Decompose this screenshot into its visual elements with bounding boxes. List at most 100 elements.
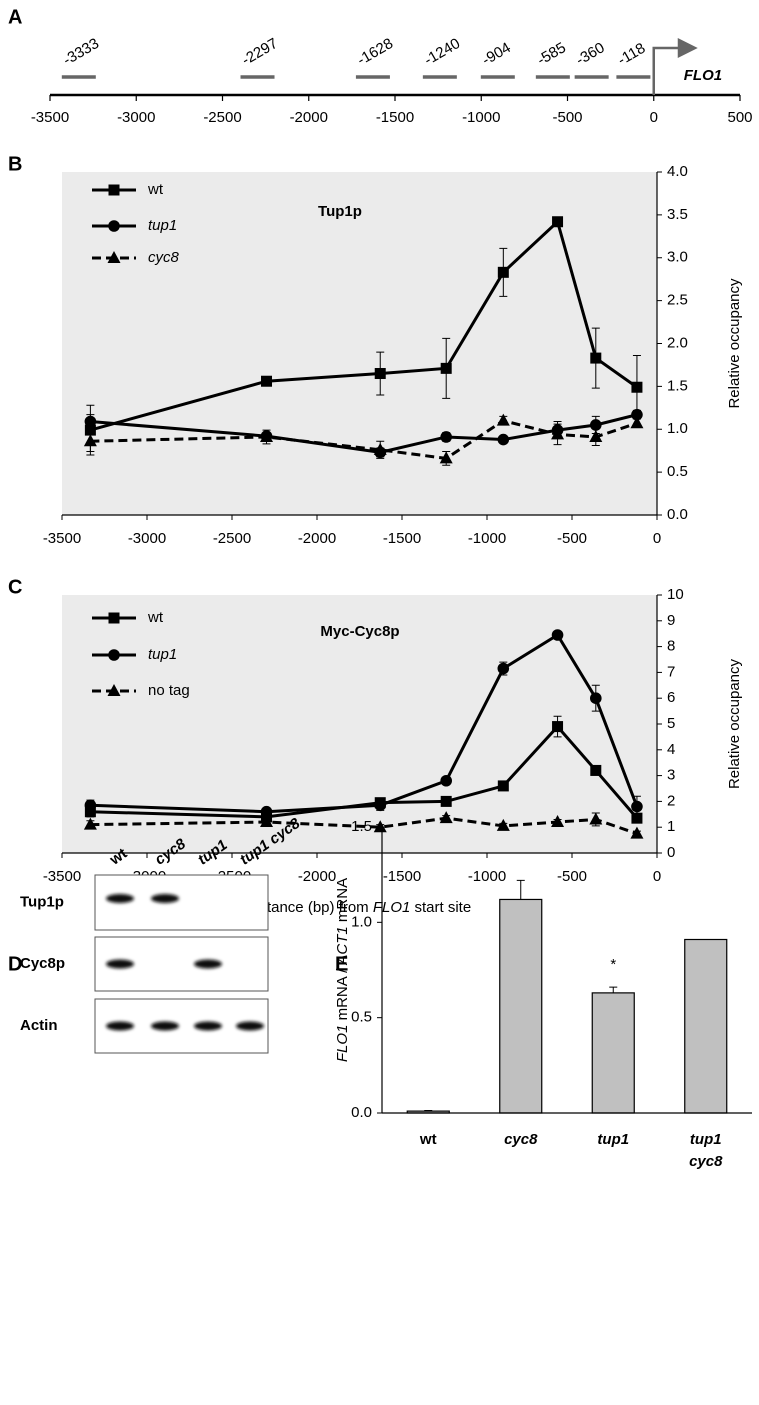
x-tick-label: -3500 — [31, 109, 69, 126]
x-tick-label: -500 — [557, 868, 587, 885]
y-tick-label: 0 — [667, 844, 675, 861]
site-label: -118 — [615, 40, 649, 69]
site-label: -1628 — [354, 35, 396, 69]
x-tick-label: 500 — [727, 109, 752, 126]
x-tick-label: -2500 — [213, 530, 251, 547]
marker — [496, 413, 510, 426]
x-tick-label: 0 — [653, 868, 661, 885]
y-tick-label: 5 — [667, 715, 675, 732]
y-tick-label: 4 — [667, 741, 675, 758]
legend-marker — [107, 251, 121, 263]
series-line — [89, 218, 638, 432]
marker — [497, 662, 510, 675]
series-line — [90, 816, 638, 836]
y-tick-label: 2.5 — [667, 292, 688, 309]
x-tick-label: -2000 — [298, 868, 336, 885]
marker — [260, 815, 274, 828]
label-part: mRNA / — [334, 965, 351, 1025]
legend-label: wt — [147, 181, 164, 198]
y-tick-label: 10 — [667, 586, 684, 603]
marker — [84, 799, 97, 812]
marker — [630, 416, 644, 429]
error-bar — [516, 879, 525, 900]
panel-label: C — [8, 576, 22, 598]
gene-label: FLO1 — [684, 67, 722, 84]
blot-band — [151, 894, 179, 903]
blot-band — [106, 894, 134, 903]
label-part: ACT1 — [334, 926, 351, 965]
marker — [631, 408, 643, 421]
error-bar — [609, 986, 618, 993]
marker — [590, 692, 602, 704]
blot-band — [106, 1021, 134, 1031]
x-tick-label: -3000 — [117, 109, 155, 126]
y-tick-label: 1.5 — [351, 818, 372, 835]
label-part: distance (bp) from — [248, 899, 373, 916]
x-tick-label: -2500 — [203, 109, 241, 126]
marker — [260, 805, 273, 818]
y-tick-label: 2.0 — [667, 334, 688, 351]
x-axis-label: distance (bp) from FLO1 start site — [248, 899, 471, 916]
x-tick-label: -2000 — [290, 109, 328, 126]
x-tick-label: tup1 — [690, 1131, 722, 1148]
blot-band — [151, 1021, 179, 1031]
series-line — [90, 724, 639, 820]
bar — [499, 898, 543, 1114]
y-tick-label: 8 — [667, 638, 675, 655]
y-tick-label: 3.5 — [667, 206, 688, 223]
marker — [84, 424, 96, 436]
label-part: FLO1 — [334, 1025, 351, 1063]
tss-arrow — [652, 46, 680, 95]
label-part: start site — [410, 899, 471, 916]
y-tick-label: 2 — [667, 792, 675, 809]
marker — [551, 629, 564, 641]
marker — [84, 806, 96, 818]
blot-band — [194, 1021, 222, 1031]
marker — [439, 451, 453, 464]
site-label: -904 — [479, 39, 514, 69]
marker — [260, 429, 274, 442]
x-tick-label: -1000 — [468, 868, 506, 885]
x-tick-label: -1000 — [468, 530, 506, 547]
marker — [590, 764, 602, 776]
marker — [590, 352, 602, 364]
error-bar — [424, 1110, 433, 1112]
x-tick-label: -1500 — [383, 530, 421, 547]
marker — [373, 442, 387, 455]
site-label: -3333 — [60, 35, 102, 69]
blot-row-label: Tup1p — [20, 893, 64, 910]
x-tick-label: 0 — [653, 530, 661, 547]
y-tick-label: 0.5 — [351, 1009, 372, 1026]
x-tick-label: wt — [419, 1131, 437, 1148]
panel-label: A — [8, 6, 22, 28]
bar — [684, 938, 728, 1114]
marker — [439, 811, 453, 824]
marker — [497, 780, 509, 792]
tss-arrowhead — [677, 38, 698, 58]
label-part: mRNA — [334, 878, 351, 926]
blot-band — [194, 959, 222, 969]
x-tick-label: -500 — [552, 109, 582, 126]
plot-area — [62, 172, 657, 515]
marker — [84, 415, 97, 428]
marker — [589, 429, 603, 442]
legend-label: tup1 — [148, 646, 177, 663]
panel-label: B — [8, 153, 22, 175]
x-tick-label: -1500 — [376, 109, 414, 126]
x-tick-label: -2000 — [298, 530, 336, 547]
legend-label: tup1 — [148, 217, 177, 234]
y-tick-label: 0.5 — [667, 463, 688, 480]
legend-marker — [107, 684, 121, 696]
site-label: -585 — [534, 39, 569, 69]
annotation: * — [610, 956, 616, 973]
x-tick-label: -500 — [557, 530, 587, 547]
marker — [631, 381, 643, 393]
blot-band — [236, 1021, 264, 1031]
y-tick-label: 9 — [667, 612, 675, 629]
chart-title: Tup1p — [318, 203, 362, 220]
panel-label: D — [8, 953, 22, 975]
label-part: FLO1 — [373, 899, 411, 916]
series-line — [90, 632, 639, 814]
marker — [631, 800, 643, 813]
